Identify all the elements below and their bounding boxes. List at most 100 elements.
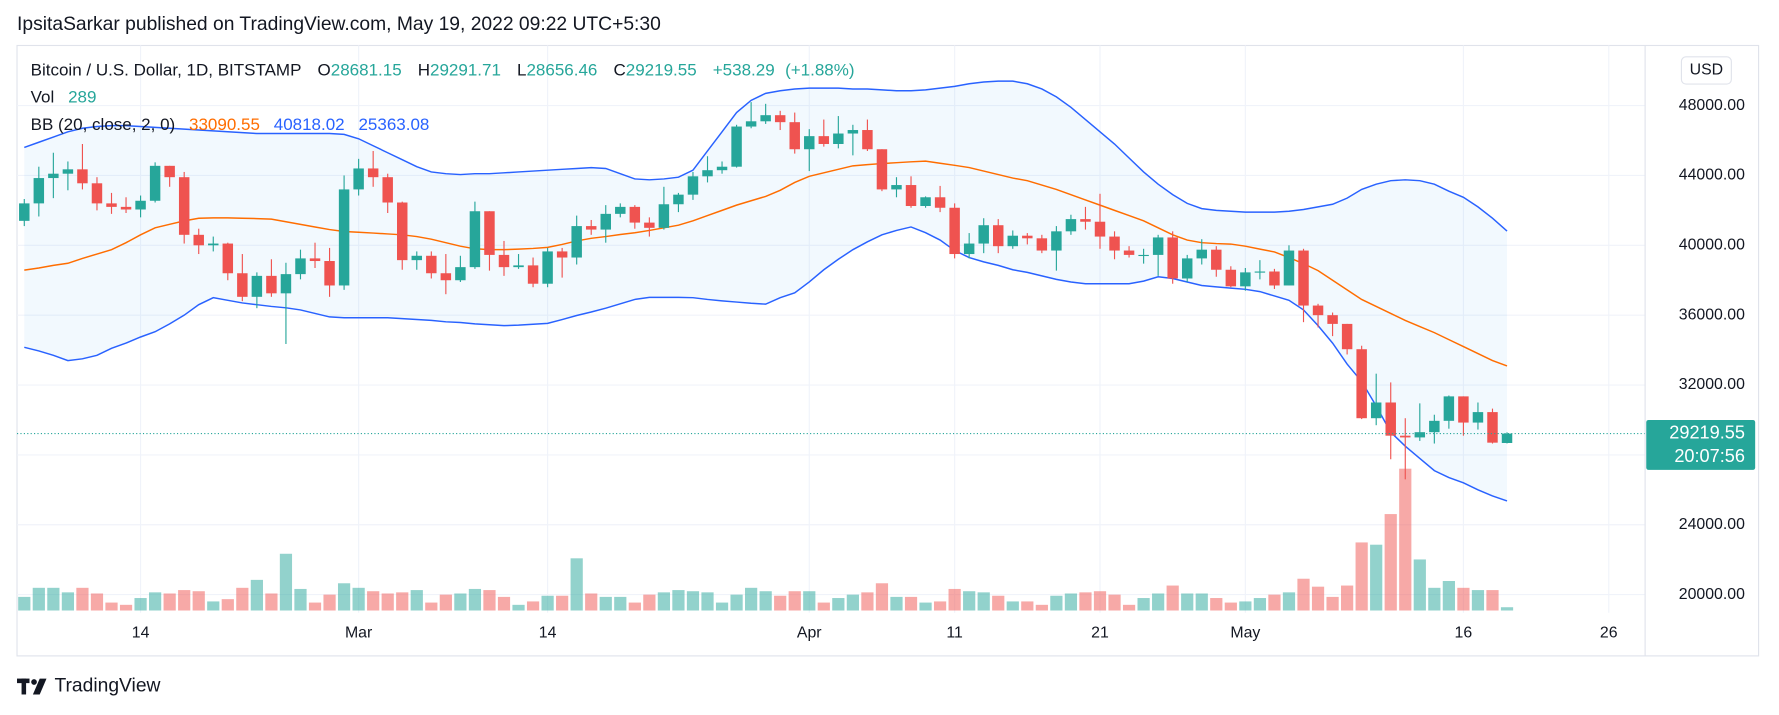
y-tick-label: 24000.00 (1679, 516, 1745, 533)
volume-bar (294, 588, 307, 611)
volume-bar (207, 601, 220, 611)
volume-bar (105, 602, 118, 611)
volume-bar (337, 583, 351, 611)
volume-bar (1035, 604, 1048, 611)
bb-layer (24, 80, 1508, 502)
volume-bar (236, 587, 249, 611)
volume-bar (803, 591, 816, 611)
candle-body (993, 225, 1004, 247)
volume-bar (250, 579, 263, 611)
candle-body (280, 274, 292, 294)
legend-change: +538.29 (713, 60, 775, 79)
candle-body (774, 115, 786, 123)
volume-bar (323, 594, 336, 611)
candle-body (266, 275, 277, 294)
volume-bar (904, 596, 918, 611)
candle-body (1298, 250, 1309, 306)
legend-key: L (517, 60, 526, 79)
legend-value: 29291.71 (430, 60, 501, 79)
volume-bar (1384, 514, 1397, 611)
candle-body (1312, 305, 1324, 316)
legend-line-3: BB (20, close, 2, 0) 33090.55 40818.02 2… (31, 114, 430, 133)
volume-bar (963, 591, 976, 611)
volume-bar (425, 602, 438, 611)
candle-body (644, 222, 655, 228)
volume-bar (439, 594, 452, 611)
candle-body (33, 178, 45, 204)
volume-bar (352, 587, 365, 611)
candle-body (818, 136, 830, 145)
candle-body (1472, 412, 1484, 423)
volume-bar (541, 595, 554, 611)
bb-lower-line (24, 226, 1508, 502)
candle-body (106, 203, 117, 207)
candle-body (1385, 402, 1396, 436)
volume-bar (992, 595, 1005, 611)
candle-body (513, 265, 524, 268)
volume-bar (1486, 590, 1499, 611)
volume-bar (454, 593, 467, 611)
candle-body (1443, 396, 1455, 421)
candle-body (295, 258, 306, 275)
volume-bar (861, 592, 874, 611)
candle-body (1152, 237, 1164, 255)
volume-bar (890, 596, 903, 611)
y-tick-label: 36000.00 (1679, 306, 1745, 323)
volume-bar (585, 593, 598, 611)
volume-bar (1152, 593, 1165, 611)
volume-bar (134, 598, 147, 611)
candle-body (353, 168, 364, 190)
volume-bar (61, 592, 75, 611)
volume-bar (977, 592, 990, 611)
volume-bar (1108, 594, 1121, 611)
candle-body (324, 261, 335, 286)
brand-logo (17, 678, 47, 695)
candle-body (1429, 420, 1440, 433)
candle-body (149, 165, 161, 201)
bb-fill-layer (24, 81, 1508, 501)
candle-body (338, 189, 350, 286)
candle-body (527, 265, 539, 284)
candle-body (585, 226, 597, 230)
volume-bar (657, 592, 671, 611)
volume-bar (1282, 592, 1296, 611)
volume-bar (512, 604, 525, 611)
volume-bar (1050, 595, 1063, 611)
volume-bar (745, 587, 758, 611)
candle-body (1458, 396, 1469, 423)
candle-body (1109, 236, 1120, 251)
candle-body (876, 149, 888, 190)
x-tick-label: Mar (345, 624, 373, 641)
candle-body (382, 177, 393, 203)
volume-bar (599, 596, 612, 611)
volume-bar (1471, 590, 1485, 611)
volume-value: 289 (68, 87, 96, 106)
unit-label: USD (1690, 62, 1724, 79)
candle-body (862, 130, 873, 150)
candle-body (1487, 412, 1498, 443)
volume-bar (18, 596, 31, 611)
volume-bar (32, 587, 45, 611)
candle-body (411, 255, 423, 261)
volume-bar (221, 599, 234, 611)
candle-body (498, 254, 510, 268)
candle-body (600, 213, 611, 230)
unit-box[interactable] (1680, 56, 1732, 85)
candle-body (1327, 315, 1338, 324)
legend-change-pct: (+1.88%) (785, 60, 854, 79)
y-tick-label: 32000.00 (1679, 376, 1745, 393)
candle-body (1225, 269, 1237, 287)
volume-bar (686, 591, 700, 611)
volume-bar (47, 587, 60, 611)
candle-body (367, 168, 379, 178)
candle-body (658, 204, 670, 228)
candle-layer (17, 102, 1646, 480)
x-tick-label: Apr (797, 624, 822, 641)
candle-body (1269, 271, 1280, 286)
candle-body (1356, 349, 1367, 419)
y-tick-label: 40000.00 (1679, 236, 1745, 253)
volume-bar (497, 596, 511, 611)
x-tick-label: 11 (946, 624, 963, 641)
